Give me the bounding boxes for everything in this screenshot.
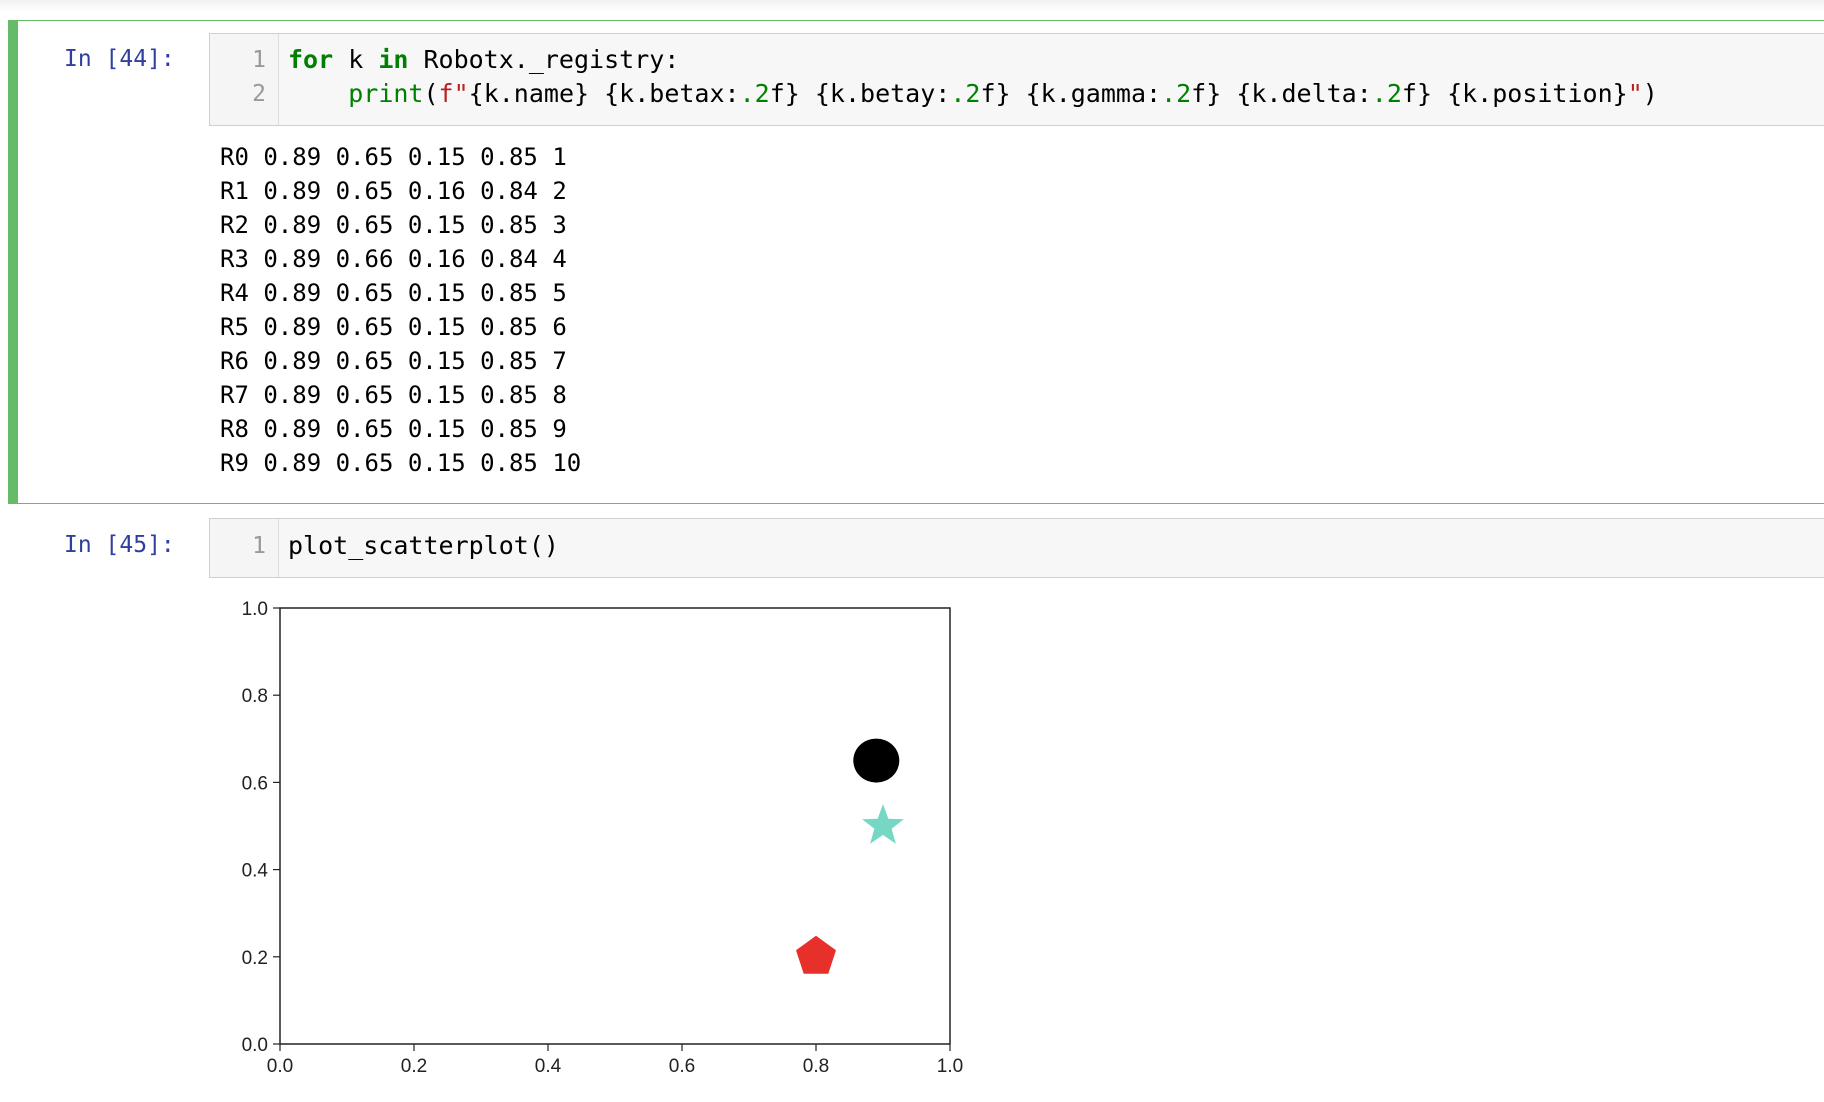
x-tick-label: 0.2 — [401, 1056, 427, 1077]
fstring-body: {k.name} {k.betax:.2f} {k.betay:.2f} {k.… — [469, 79, 1628, 108]
code-line-2: print(f"{k.name} {k.betax:.2f} {k.betay:… — [288, 79, 1658, 108]
plot-area — [279, 607, 951, 1045]
y-tick-label: 0.8 — [242, 686, 268, 707]
fstring-suffix: " — [1627, 79, 1643, 108]
keyword-for: for — [288, 45, 334, 74]
fstring-segment: {k.betay: — [814, 79, 951, 108]
code-line-1: plot_scatterplot() — [288, 531, 559, 560]
fstring-segment: f} — [769, 79, 815, 108]
y-tick-label: 1.0 — [242, 599, 268, 620]
code-cell-44[interactable] — [8, 20, 1824, 504]
code-token: ) — [1642, 79, 1658, 108]
y-tick-label: 0.4 — [242, 861, 269, 882]
output-line: R2 0.89 0.65 0.15 0.85 3 — [220, 211, 567, 239]
code-editor-45[interactable]: 1 plot_scatterplot() — [209, 518, 1824, 578]
code-line-1: for k in Robotx._registry: — [288, 45, 679, 74]
line-number-gutter: 1 — [210, 519, 279, 577]
code-token: ( — [423, 79, 439, 108]
scatter-point-pentagon — [796, 935, 836, 974]
line-number: 1 — [252, 47, 266, 73]
scatter-point-circle — [853, 738, 900, 783]
cell-prompt-45: In [45]: — [64, 532, 175, 558]
builtin-print: print — [348, 79, 424, 108]
y-tick-label: 0.2 — [242, 948, 268, 969]
code-editor-44[interactable]: 1 2 for k in Robotx._registry: print(f"{… — [209, 33, 1824, 126]
fstring-segment: {k.name} — [468, 79, 605, 108]
output-line: R3 0.89 0.66 0.16 0.84 4 — [220, 245, 567, 273]
output-line: R6 0.89 0.65 0.15 0.85 7 — [220, 347, 567, 375]
output-line: R0 0.89 0.65 0.15 0.85 1 — [220, 143, 567, 171]
scatter-point-star — [862, 804, 904, 844]
fstring-prefix: f" — [438, 79, 469, 108]
output-line: R4 0.89 0.65 0.15 0.85 5 — [220, 279, 567, 307]
line-number: 1 — [252, 533, 266, 559]
fstring-segment: f} — [1401, 79, 1448, 108]
line-number: 2 — [252, 81, 266, 107]
code-token: k — [333, 45, 379, 74]
x-tick-label: 0.8 — [803, 1056, 829, 1077]
fstring-segment: .2 — [950, 79, 981, 108]
fstring-segment: {k.position} — [1447, 79, 1628, 108]
output-line: R8 0.89 0.65 0.15 0.85 9 — [220, 415, 567, 443]
y-tick-label: 0.6 — [242, 773, 268, 794]
fstring-segment: .2 — [739, 79, 770, 108]
output-line: R9 0.89 0.65 0.15 0.85 10 — [220, 449, 582, 477]
scatter-plot: 0.0 0.2 0.4 0.6 0.8 1.0 0.0 0.2 0.4 0.6 0.8 1.0 — [242, 599, 964, 1077]
fstring-segment: .2 — [1161, 79, 1192, 108]
fstring-segment: {k.delta: — [1236, 79, 1372, 108]
fstring-segment: f} — [980, 79, 1026, 108]
output-line: R7 0.89 0.65 0.15 0.85 8 — [220, 381, 567, 409]
code-indent — [288, 79, 348, 108]
fstring-segment: f} — [1191, 79, 1237, 108]
x-tick-label: 1.0 — [937, 1056, 963, 1077]
notebook-top-bar — [0, 0, 1824, 12]
output-line: R1 0.89 0.65 0.16 0.84 2 — [220, 177, 567, 205]
y-tick-label: 0.0 — [242, 1035, 268, 1056]
keyword-in: in — [378, 45, 409, 74]
output-line: R5 0.89 0.65 0.15 0.85 6 — [220, 313, 567, 341]
x-tick-label: 0.6 — [669, 1056, 695, 1077]
fstring-segment: {k.betax: — [604, 79, 740, 108]
fstring-segment: {k.gamma: — [1025, 79, 1162, 108]
x-tick-label: 0.4 — [535, 1056, 562, 1077]
line-number-gutter: 1 2 — [210, 34, 279, 125]
fstring-segment: .2 — [1371, 79, 1402, 108]
cell-prompt-44: In [44]: — [64, 46, 175, 72]
x-tick-label: 0.0 — [267, 1056, 293, 1077]
code-token: Robotx._registry: — [408, 45, 680, 74]
